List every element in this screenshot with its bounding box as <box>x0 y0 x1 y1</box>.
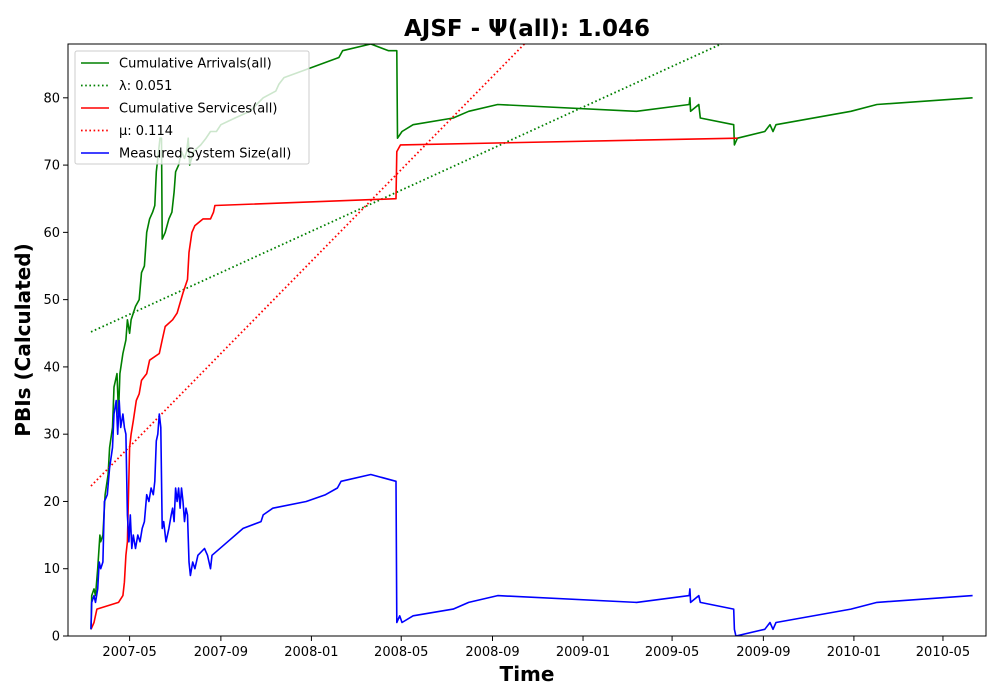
x-tick-label-4: 2008-09 <box>465 645 519 660</box>
y-tick-label-8: 80 <box>43 91 60 106</box>
x-axis-title: Time <box>500 662 555 686</box>
y-tick-label-2: 20 <box>43 495 60 510</box>
y-tick-label-6: 60 <box>43 226 60 241</box>
x-tick-label-5: 2009-01 <box>556 645 610 660</box>
y-tick-label-3: 30 <box>43 428 60 443</box>
legend-label-4: Measured System Size(all) <box>119 147 291 162</box>
series-line-4 <box>90 399 973 636</box>
series-line-2 <box>90 137 738 630</box>
y-tick-label-4: 40 <box>43 360 60 375</box>
y-axis-title: PBIs (Calculated) <box>11 243 35 436</box>
x-tick-label-1: 2007-09 <box>194 645 248 660</box>
x-tick-label-2: 2008-01 <box>284 645 338 660</box>
legend-label-0: Cumulative Arrivals(all) <box>119 57 272 72</box>
x-tick-label-3: 2008-05 <box>374 645 428 660</box>
x-tick-label-8: 2010-01 <box>827 645 881 660</box>
legend-label-1: λ: 0.051 <box>119 79 172 94</box>
legend: Cumulative Arrivals(all) λ: 0.051 Cumulati… <box>74 50 310 165</box>
legend-label-3: μ: 0.114 <box>119 124 173 139</box>
y-tick-label-1: 10 <box>43 562 60 577</box>
y-tick-label-0: 0 <box>52 630 60 645</box>
series-line-1 <box>90 44 724 333</box>
y-axis: 0 10 20 30 40 50 60 70 80 <box>43 91 68 645</box>
x-tick-label-9: 2010-05 <box>916 645 970 660</box>
legend-box <box>74 50 310 165</box>
x-tick-label-6: 2009-05 <box>645 645 699 660</box>
legend-label-2: Cumulative Services(all) <box>119 102 277 117</box>
x-tick-label-0: 2007-05 <box>102 645 156 660</box>
y-tick-label-7: 70 <box>43 159 60 174</box>
x-axis: 2007-05 2007-09 2008-01 2008-05 2008-09 2009-… <box>102 636 970 660</box>
x-tick-label-7: 2009-09 <box>736 645 790 660</box>
chart-title: AJSF - Ψ(all): 1.046 <box>404 16 650 42</box>
y-tick-label-5: 50 <box>43 293 60 308</box>
plot-frame <box>67 43 987 637</box>
